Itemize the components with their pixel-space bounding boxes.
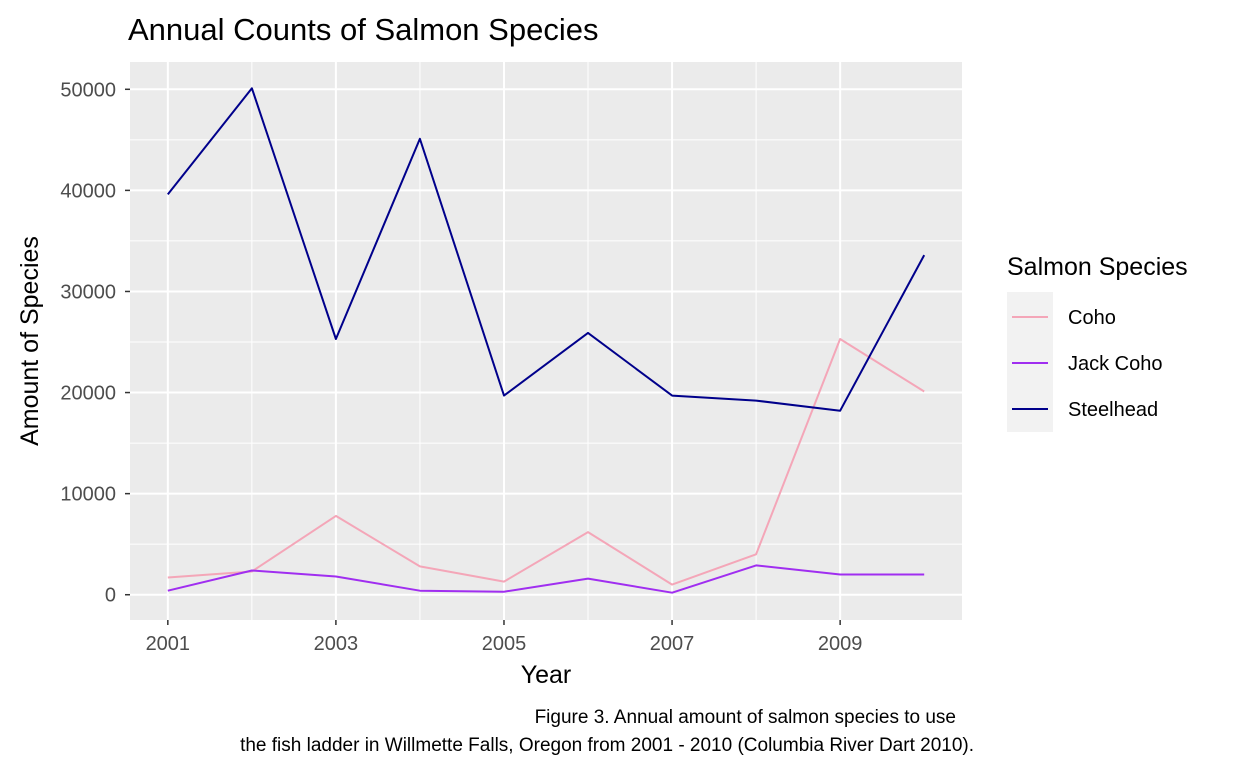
chart-title: Annual Counts of Salmon Species (128, 12, 598, 47)
caption-line-2: the fish ladder in Willmette Falls, Oreg… (240, 735, 974, 756)
x-tick-label: 2005 (482, 633, 527, 655)
y-tick-label: 10000 (60, 484, 116, 506)
y-axis-title: Amount of Species (16, 236, 44, 446)
gridlines (130, 62, 962, 620)
series-line-steelhead (167, 87, 926, 412)
y-tick-label: 40000 (60, 180, 116, 202)
x-axis-title: Year (521, 661, 572, 689)
x-tick-label: 2007 (650, 633, 695, 655)
series-line-coho (167, 338, 925, 586)
y-tick-label: 0 (105, 585, 116, 607)
y-tick-label: 20000 (60, 383, 116, 405)
x-axis-ticks: 2001 2003 2005 2007 2009 (146, 620, 863, 655)
legend-title: Salmon Species (1007, 253, 1188, 281)
y-tick-label: 30000 (60, 281, 116, 303)
y-axis-ticks: 0 10000 20000 30000 40000 50000 (60, 79, 130, 607)
x-tick-label: 2009 (818, 633, 863, 655)
series-line-jack-coho (167, 564, 925, 594)
plot-panel (130, 62, 962, 620)
legend: Salmon Species Coho Jack Coho Steelhead (1007, 253, 1188, 432)
legend-label: Jack Coho (1068, 353, 1163, 375)
caption-line-1: Figure 3. Annual amount of salmon specie… (535, 707, 956, 728)
x-tick-label: 2003 (314, 633, 359, 655)
series-lines (167, 87, 926, 594)
x-tick-label: 2001 (146, 633, 191, 655)
y-tick-label: 50000 (60, 79, 116, 101)
legend-label: Coho (1068, 307, 1116, 329)
legend-label: Steelhead (1068, 399, 1158, 421)
